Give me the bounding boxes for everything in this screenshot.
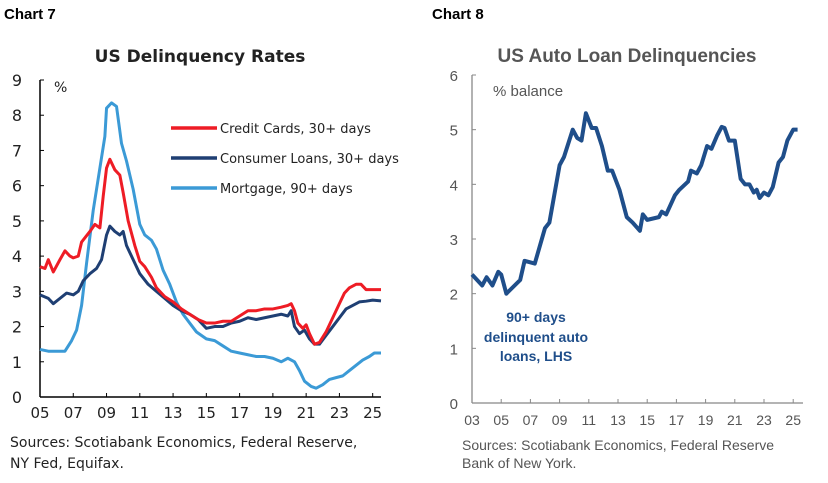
chart8-series-line [470, 111, 798, 296]
chart8-annotation-line2: delinquent auto [484, 329, 588, 345]
chart8-ylabel: % balance [493, 83, 563, 100]
chart8-annotation-line1: 90+ days [506, 309, 566, 325]
chart7-x-tick-label: 23 [330, 404, 349, 422]
chart7-x-tick-label: 05 [30, 404, 49, 422]
chart7-x-tick-label: 25 [363, 404, 382, 422]
chart8-x-tick-label: 17 [669, 412, 685, 428]
chart8-y-tick-label: 4 [450, 177, 458, 194]
chart7-source-line1: Sources: Scotiabank Economics, Federal R… [10, 435, 357, 451]
chart7-y-tick-label: 9 [12, 71, 22, 90]
chart8-source-line1: Sources: Scotiabank Economics, Federal R… [462, 437, 774, 453]
chart7-legend-label: Consumer Loans, 30+ days [220, 152, 399, 167]
chart7-x-tick-label: 21 [297, 404, 316, 422]
chart7-x-tick-label: 09 [97, 404, 116, 422]
chart7-y-tick-label: 8 [12, 106, 22, 125]
chart8-x-tick-label: 23 [756, 412, 772, 428]
chart7-x-tick-label: 15 [197, 404, 216, 422]
chart8-x-tick-label: 05 [493, 412, 509, 428]
chart7-series-line-2 [39, 101, 381, 390]
chart8-source-line2: Bank of New York. [462, 455, 576, 471]
chart7-y-tick-label: 6 [12, 177, 22, 196]
chart7-series-line-0 [39, 157, 381, 346]
chart8-y-tick-label: 0 [450, 396, 458, 413]
chart7-legend-label: Credit Cards, 30+ days [220, 122, 371, 137]
chart7-y-tick-label: 1 [12, 353, 22, 372]
chart7-x-tick-label: 13 [164, 404, 183, 422]
chart8-annotation-line3: loans, LHS [500, 348, 572, 364]
chart8-label: Chart 8 [432, 6, 484, 23]
chart7-x-tick-label: 07 [64, 404, 83, 422]
chart7-x-tick-label: 17 [230, 404, 249, 422]
chart8-x-tick-label: 15 [639, 412, 655, 428]
chart8-x-tick-label: 11 [582, 412, 597, 428]
chart8-x-tick-label: 19 [698, 412, 714, 428]
chart8-y-tick-label: 3 [450, 232, 458, 249]
chart8-x-tick-label: 25 [785, 412, 801, 428]
chart7-y-tick-label: 7 [12, 141, 22, 160]
chart7-legend-label: Mortgage, 90+ days [220, 182, 353, 197]
chart7-y-tick-label: 0 [12, 388, 22, 407]
chart7-y-tick-label: 3 [12, 282, 22, 301]
chart8-y-tick-label: 6 [450, 68, 458, 85]
chart7-y-tick-label: 5 [12, 212, 22, 231]
chart7-y-tick-label: 4 [12, 247, 22, 266]
chart8-x-tick-label: 03 [464, 412, 480, 428]
chart7-y-tick-label: 2 [12, 318, 22, 337]
chart8-y-tick-label: 5 [450, 123, 458, 140]
chart8-y-tick-label: 1 [450, 341, 458, 358]
chart7-source-line2: NY Fed, Equifax. [10, 456, 124, 472]
chart7-title: US Delinquency Rates [95, 47, 306, 67]
chart8-x-tick-label: 09 [552, 412, 568, 428]
chart8-title: US Auto Loan Delinquencies [498, 46, 757, 67]
chart8-x-tick-label: 13 [610, 412, 626, 428]
chart7-x-tick-label: 11 [130, 404, 149, 422]
chart8-x-tick-label: 21 [727, 412, 743, 428]
chart8-y-tick-label: 2 [450, 287, 458, 304]
chart8-x-tick-label: 07 [523, 412, 539, 428]
chart7-x-tick-label: 19 [263, 404, 282, 422]
chart7-label: Chart 7 [4, 6, 56, 23]
chart7-ylabel: % [54, 80, 67, 96]
